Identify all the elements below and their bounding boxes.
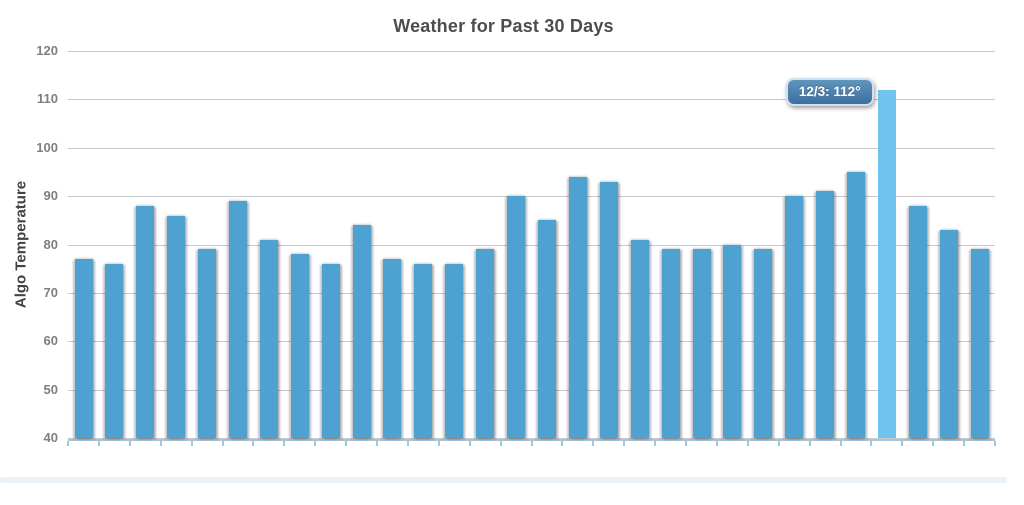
y-axis-tick-label: 80 [43,236,58,252]
x-axis-tick [654,441,657,446]
bar[interactable] [816,191,834,438]
x-axis-tick [283,441,286,446]
bar[interactable] [259,239,278,438]
x-axis-tick [97,441,100,446]
bar[interactable] [970,249,989,438]
x-axis-tick [190,441,193,446]
bar[interactable] [290,254,309,438]
bar[interactable] [476,249,495,438]
gridline [68,51,995,52]
y-axis-tick-label: 110 [37,91,58,107]
x-axis-tick [994,441,996,446]
bar[interactable] [414,263,433,438]
x-axis-tick [901,441,904,446]
bar[interactable] [136,205,155,438]
bar[interactable] [785,196,804,438]
x-axis-tick [963,441,966,446]
gridline [68,292,995,294]
gridline [68,244,995,246]
y-axis-tick-label: 120 [36,43,58,58]
x-axis-line [68,439,995,441]
footer-divider [0,477,1007,483]
gridline [68,147,995,149]
gridline [68,99,995,101]
x-axis-tick [406,441,409,446]
bar[interactable] [105,263,124,438]
x-axis-tick [530,441,533,446]
bar[interactable] [630,239,649,438]
x-axis-tick [592,441,595,446]
x-axis-tick [623,441,626,446]
bar[interactable] [538,220,556,438]
x-axis-tick [499,441,502,446]
x-axis-tick [67,441,69,446]
x-axis-tick [376,441,378,446]
x-axis-tick [314,441,317,446]
bar[interactable] [939,230,958,438]
x-axis-tick [808,441,811,446]
bar[interactable] [568,176,587,438]
y-axis-tick-label: 60 [43,333,58,349]
y-axis-tick-label: 50 [43,381,58,397]
bar[interactable] [228,201,247,438]
bar[interactable] [754,249,773,438]
gridline [68,341,995,343]
bar[interactable] [352,225,371,438]
bar[interactable] [692,249,711,438]
bar[interactable] [383,259,402,438]
bar[interactable] [908,205,927,438]
y-axis-tick-label: 40 [43,430,58,445]
x-axis-tick [345,441,348,446]
gridline [68,196,995,198]
x-axis-tick [685,441,687,446]
bar[interactable] [661,249,680,438]
x-axis-tick [715,441,718,446]
bar[interactable] [74,259,93,438]
x-axis-tick [561,441,564,446]
bar[interactable] [723,244,742,438]
bar[interactable] [198,249,216,438]
x-axis-tick [839,441,842,446]
x-axis-tick [159,441,162,446]
bar[interactable] [321,263,340,438]
y-axis-tick-label: 70 [43,284,58,300]
x-axis-tick [221,441,224,446]
bar-chart: Weather for Past 30 Days Algo Temperatur… [0,16,1007,483]
tooltip-text: 12/3: 112° [798,83,861,99]
x-axis-tick [437,441,440,446]
x-axis-tick [746,441,749,446]
x-axis-tick [870,441,873,446]
x-axis-tick [777,441,780,446]
bar[interactable] [847,171,865,438]
bar[interactable] [167,215,186,438]
bar[interactable] [507,196,525,438]
x-axis-tick [932,441,935,446]
x-axis-tick [252,441,255,446]
bar[interactable] [877,89,896,438]
bar[interactable] [599,181,618,438]
chart-title: Weather for Past 30 Days [393,16,614,36]
bar[interactable] [445,263,464,438]
gridline [68,389,995,391]
y-axis-tick-label: 90 [43,188,58,204]
gridline [68,438,995,439]
x-axis-tick [128,441,131,446]
y-axis-tick-label: 100 [36,139,58,155]
x-axis-tick [468,441,471,446]
tooltip: 12/3: 112° [785,77,874,106]
